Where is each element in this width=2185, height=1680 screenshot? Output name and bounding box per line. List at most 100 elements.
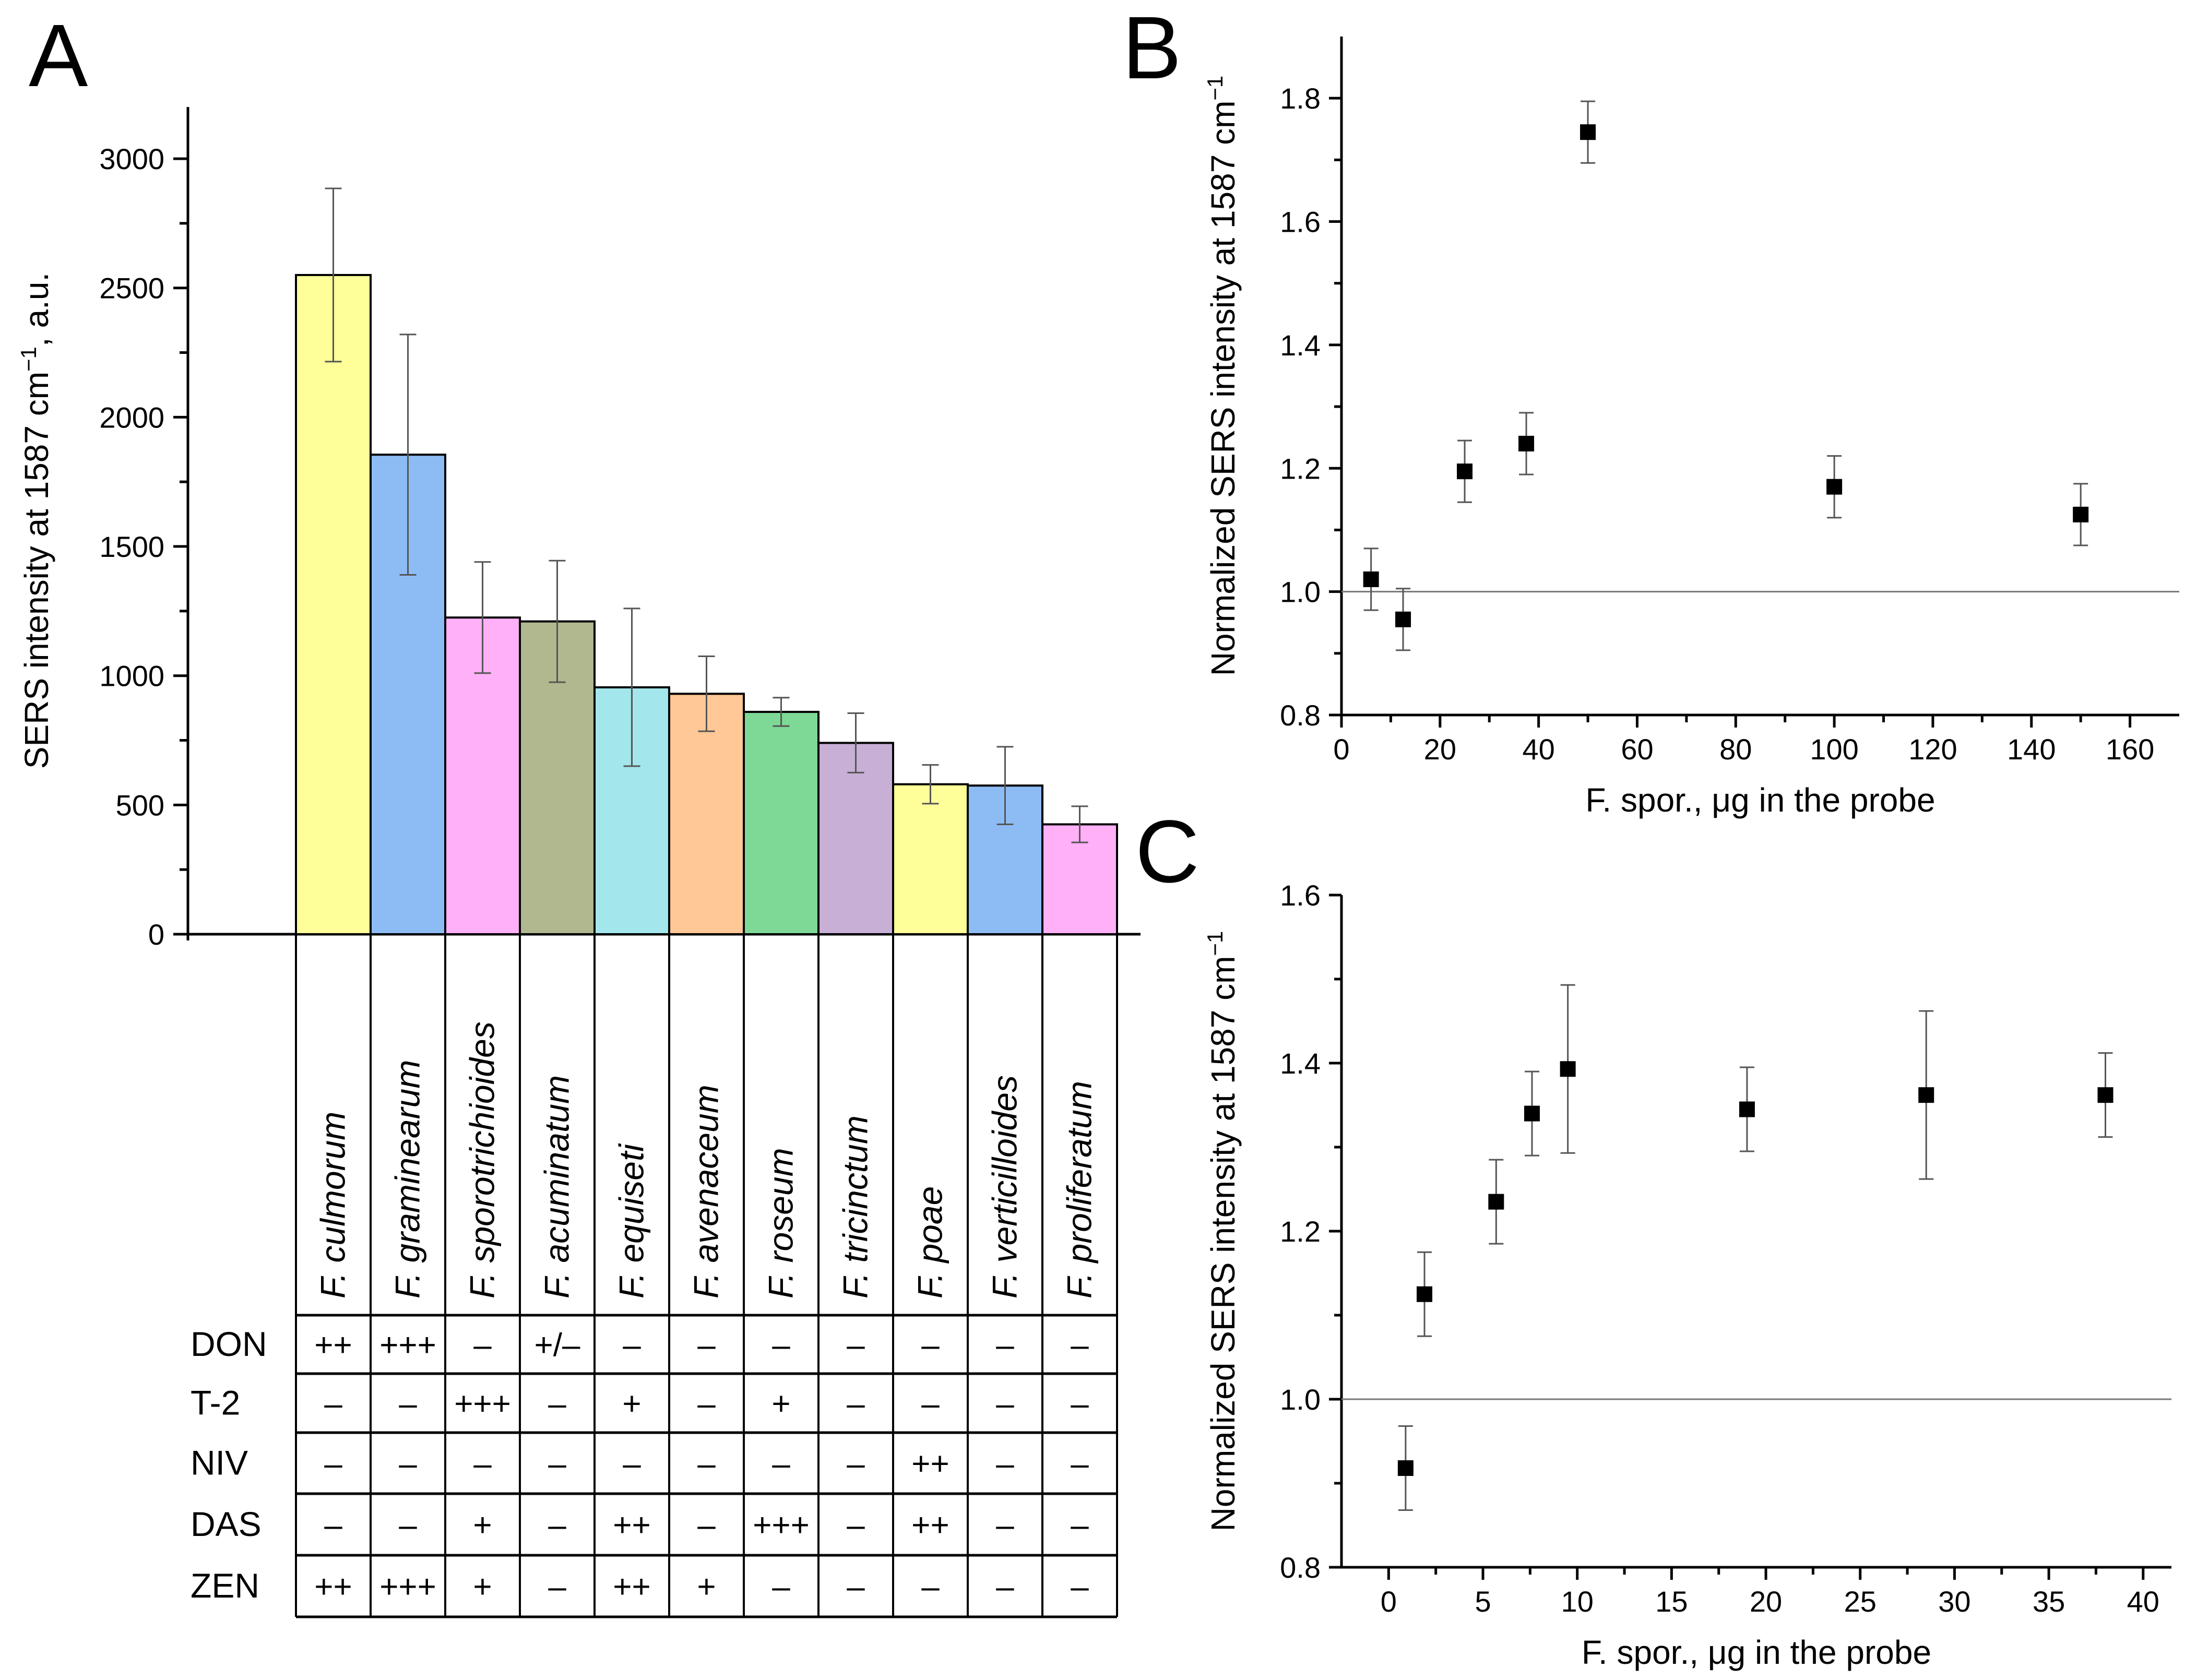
table-cell: – — [324, 1386, 342, 1422]
x-axis-label: F. spor., μg in the probe — [1585, 781, 1935, 819]
x-tick-label: 40 — [2127, 1585, 2159, 1618]
table-cell: – — [548, 1507, 566, 1543]
table-cell: – — [473, 1327, 492, 1363]
data-point — [1524, 1105, 1540, 1122]
table-cell: – — [1071, 1507, 1089, 1543]
panel-label-b: B — [1122, 0, 1181, 98]
table-cell: – — [399, 1446, 417, 1482]
y-tick-label: 1.8 — [1280, 82, 1321, 115]
species-label: F. acuminatum — [538, 1075, 576, 1298]
data-point — [1518, 436, 1535, 451]
table-cell: +++ — [379, 1569, 436, 1605]
y-tick-label: 1.2 — [1280, 452, 1321, 485]
table-cell: ++ — [911, 1446, 949, 1482]
table-cell: – — [996, 1507, 1014, 1543]
table-cell: +++ — [753, 1507, 810, 1543]
y-tick-label: 1.4 — [1280, 329, 1321, 362]
x-tick-label: 60 — [1621, 733, 1653, 766]
table-cell: – — [847, 1569, 865, 1605]
table-row-label: DAS — [191, 1505, 262, 1543]
y-tick-label: 3000 — [99, 142, 164, 175]
y-tick-label: 2000 — [99, 401, 164, 434]
y-axis-label: SERS intensity at 1587 cm−1, a.u. — [16, 272, 56, 769]
table-cell: – — [772, 1446, 790, 1482]
table-cell: – — [697, 1507, 716, 1543]
x-axis-label: F. spor., μg in the probe — [1582, 1634, 1931, 1671]
table-cell: – — [324, 1507, 342, 1543]
table-cell: – — [697, 1386, 716, 1422]
panel-b-scatter-plot: B 0 20 40 60 80 100 120 140 160 0.8 1.0 1.2 1.4 1.6 1.8… — [1122, 0, 2179, 819]
y-tick-label: 1500 — [99, 530, 164, 563]
table-cell: + — [697, 1569, 716, 1605]
y-tick-label: 0.8 — [1280, 1551, 1321, 1584]
table-cell: – — [996, 1569, 1014, 1605]
table-cell: – — [548, 1569, 566, 1605]
x-tick-label: 140 — [2007, 733, 2056, 766]
table-cell: + — [771, 1386, 790, 1422]
table-cell: – — [623, 1327, 641, 1363]
data-point — [1395, 611, 1411, 627]
table-cell: – — [548, 1386, 566, 1422]
bar — [817, 742, 894, 935]
table-cell: – — [1071, 1446, 1089, 1482]
data-point — [1397, 1460, 1414, 1476]
table-cell: ++ — [613, 1569, 650, 1605]
bar — [743, 711, 820, 935]
x-tick-label: 100 — [1810, 733, 1858, 766]
data-point — [1918, 1087, 1934, 1103]
table-cell: – — [623, 1446, 641, 1482]
table-cell: – — [1071, 1386, 1089, 1422]
y-tick-label: 1.6 — [1280, 879, 1321, 912]
table-cell: – — [697, 1446, 716, 1482]
table-cell: +++ — [454, 1386, 511, 1422]
x-tick-label: 0 — [1381, 1585, 1397, 1618]
table-cell: – — [847, 1446, 865, 1482]
y-axis-label: Normalized SERS intensity at 1587 cm−1 — [1203, 931, 1242, 1532]
table-cell: – — [921, 1327, 940, 1363]
panel-c-scatter-plot: C 0 5 10 15 20 25 30 35 40 0.8 1.0 1.2 1.4 1.6 F. spor.… — [1135, 802, 2171, 1671]
bar — [295, 273, 372, 935]
table-cell: + — [473, 1569, 492, 1605]
panel-label-a: A — [29, 6, 88, 105]
bar — [668, 693, 745, 935]
table-cell: – — [697, 1327, 716, 1363]
table-cell: – — [1071, 1327, 1089, 1363]
panel-label-c: C — [1135, 802, 1200, 901]
table-cell: – — [399, 1507, 417, 1543]
species-label: F. proliferatum — [1060, 1081, 1099, 1298]
table-cell: – — [996, 1327, 1014, 1363]
bar — [892, 783, 969, 935]
x-tick-label: 30 — [1938, 1585, 1970, 1618]
species-label: F. tricinctum — [836, 1115, 875, 1298]
table-cell: – — [921, 1569, 940, 1605]
table-cell: – — [847, 1507, 865, 1543]
x-tick-label: 160 — [2106, 733, 2154, 766]
x-tick-label: 35 — [2033, 1585, 2065, 1618]
data-point — [1417, 1286, 1432, 1302]
table-cell: – — [996, 1446, 1014, 1482]
table-row-label: T-2 — [191, 1384, 240, 1422]
x-tick-label: 20 — [1424, 733, 1456, 766]
species-label: F. sporotrichioides — [463, 1021, 502, 1298]
table-cell: ++ — [613, 1507, 650, 1543]
species-label: F. culmorum — [314, 1112, 352, 1298]
x-tick-label: 10 — [1561, 1585, 1594, 1618]
species-label: F. poae — [911, 1186, 949, 1298]
table-row-label: NIV — [191, 1444, 248, 1482]
table-cell: ++ — [314, 1327, 352, 1363]
y-tick-label: 1000 — [99, 660, 164, 693]
species-label: F. verticilloides — [985, 1075, 1024, 1298]
data-point — [1580, 124, 1596, 140]
data-point — [1488, 1194, 1504, 1210]
table-cell: ++ — [314, 1569, 352, 1605]
y-axis-label: Normalized SERS intensity at 1587 cm−1 — [1203, 76, 1242, 676]
x-tick-label: 120 — [1908, 733, 1957, 766]
table-cell: ++ — [911, 1507, 949, 1543]
y-tick-label: 500 — [116, 789, 164, 821]
data-point — [1560, 1061, 1576, 1077]
x-tick-label: 25 — [1844, 1585, 1877, 1618]
species-label: F. avenaceum — [687, 1085, 726, 1298]
x-tick-label: 0 — [1333, 733, 1349, 766]
y-tick-label: 0 — [148, 918, 164, 951]
